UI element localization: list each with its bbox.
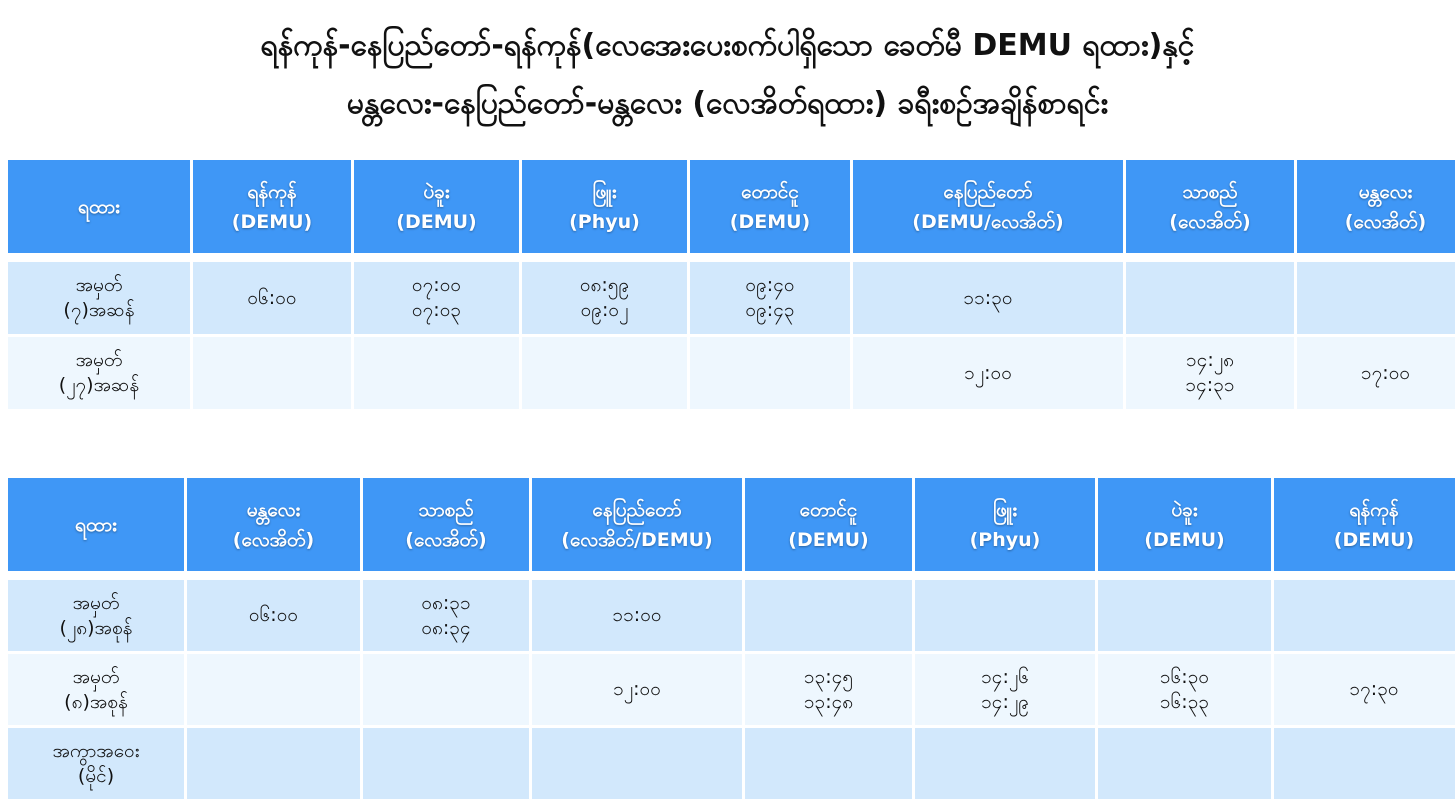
page-title-line-2: မန္တလေး-နေပြည်တော်-မန္တလေး (လေအိတ်ရထား) … [346,86,1109,121]
time-cell [1274,577,1455,651]
train-type: (လေအိတ်) [232,528,315,551]
header-station: ဖြူး (Phyu) [915,478,1095,574]
time-cell: ၁၆:၃၀ ၁၆:၃၃ [1098,654,1271,725]
train-type: (DEMU) [729,210,811,233]
station-name: ဖြူး [592,180,617,203]
train-type: (DEMU) [1144,528,1225,551]
time-cell: ၀၉:၄၀ ၀၉:၄၃ [690,259,850,334]
station-name: ရန်ကုန် [247,180,297,203]
table-row: အမှတ် (၈)အစုန် ၁၂:၀၀ ၁၃:၄၅ ၁၃:၄၈ ၁၄:၂၆ ၁၄:၂… [8,654,1455,725]
header-station: တောင်ငူ (DEMU) [690,160,850,256]
time-cell [187,728,360,799]
time-cell [187,654,360,725]
header-station: ပဲခူး (DEMU) [1098,478,1271,574]
time-cell: ၁၄:၂၆ ၁၄:၂၉ [915,654,1095,725]
time-cell [363,654,529,725]
header-station: နေပြည်တော် (လေအိတ်/DEMU) [532,478,742,574]
header-station: ဖြူး (Phyu) [522,160,687,256]
time-cell: ၀၇:၀၀ ၀၇:၀၃ [354,259,519,334]
train-label: အမှတ် (၂၇)အဆန် [8,337,190,409]
station-name: မန္တလေး [246,498,301,521]
station-name: ဖြူး [992,498,1018,521]
time-cell [1297,259,1455,334]
station-name: တောင်ငူ [741,180,799,203]
header-train: ရထား [8,478,184,574]
train-type: (DEMU) [1333,528,1415,551]
time-cell: ၁၁:၃၀ [853,259,1123,334]
time-cell: ၁၂:၀၀ [853,337,1123,409]
train-label: အကွာအဝေး (မိုင်) [8,728,184,799]
header-station: ရန်ကုန် (DEMU) [193,160,351,256]
header-station: သာစည် (လေအိတ်) [1126,160,1294,256]
header-station: နေပြည်တော် (DEMU/လေအိတ်) [853,160,1123,256]
timetable-upbound: ရထား ရန်ကုန် (DEMU) ပဲခူး (DEMU) ဖြူး (Phyu) တေ… [5,157,1455,412]
time-cell [1126,259,1294,334]
time-cell [363,728,529,799]
table-row: အမှတ် (၂၈)အစုန် ၀၆:၀၀ ၀၈:၃၁ ၀၈:၃၄ ၁၁:၀၀ [8,577,1455,651]
header-station: ရန်ကုန် (DEMU) [1274,478,1455,574]
train-label: အမှတ် (၂၈)အစုန် [8,577,184,651]
time-cell: ၁၄:၂၈ ၁၄:၃၁ [1126,337,1294,409]
time-cell: ၀၈:၃၁ ၀၈:၃၄ [363,577,529,651]
train-type: (DEMU) [231,210,313,233]
timetable-downbound: ရထား မန္တလေး (လေအိတ်) သာစည် (လေအိတ်) နေပြည်တေ… [5,475,1455,802]
station-name: ရန်ကုန် [1349,498,1399,521]
train-type: (Phyu) [969,528,1041,551]
time-cell [532,728,742,799]
time-cell [1098,577,1271,651]
time-cell [745,577,912,651]
train-label: အမှတ် (၇)အဆန် [8,259,190,334]
table-row: အကွာအဝေး (မိုင်) [8,728,1455,799]
table-row: အမှတ် (၇)အဆန် ၀၆:၀၀ ၀၇:၀၀ ၀၇:၀၃ ၀၈:၅၉ ၀၉:၀၂… [8,259,1455,334]
station-name: ရထား [75,513,117,536]
time-cell [915,728,1095,799]
time-cell [354,337,519,409]
train-type: (လေအိတ်) [1169,210,1251,233]
time-cell: ၁၇:၀၀ [1297,337,1455,409]
station-name: သာစည် [1182,180,1238,203]
station-name: မန္တလေး [1358,180,1413,203]
time-cell [522,337,687,409]
time-cell [915,577,1095,651]
train-type: (DEMU/လေအိတ်) [912,210,1064,233]
station-name: သာစည် [418,498,474,521]
time-cell: ၁၃:၄၅ ၁၃:၄၈ [745,654,912,725]
train-type: (DEMU) [788,528,869,551]
time-cell: ၀၆:၀၀ [187,577,360,651]
time-cell: ၁၂:၀၀ [532,654,742,725]
header-row: ရထား ရန်ကုန် (DEMU) ပဲခူး (DEMU) ဖြူး (Phyu) တေ… [8,160,1455,256]
header-station: တောင်ငူ (DEMU) [745,478,912,574]
time-cell [1098,728,1271,799]
station-name: ပဲခူး [1171,498,1198,521]
time-cell: ၁၇:၃၀ [1274,654,1455,725]
train-type: (လေအိတ်) [405,528,487,551]
time-cell: ၁၁:၀၀ [532,577,742,651]
header-row: ရထား မန္တလေး (လေအိတ်) သာစည် (လေအိတ်) နေပြည်တေ… [8,478,1455,574]
time-cell: ၀၆:၀၀ [193,259,351,334]
train-label: အမှတ် (၈)အစုန် [8,654,184,725]
train-type: (လေအိတ်) [1344,210,1427,233]
train-type: (DEMU) [396,210,477,233]
train-type: (လေအိတ်/DEMU) [561,528,713,551]
page-title-line-1: ရန်ကုန်-နေပြည်တော်-ရန်ကုန်(လေအေးပေးစက်ပါ… [260,28,1195,63]
time-cell [193,337,351,409]
station-name: တောင်ငူ [799,498,858,521]
station-name: ရထား [78,195,120,218]
table-row: အမှတ် (၂၇)အဆန် ၁၂:၀၀ ၁၄:၂၈ ၁၄:၃၁ ၁၇:၀၀ [8,337,1455,409]
time-cell [690,337,850,409]
header-station: မန္တလေး (လေအိတ်) [1297,160,1455,256]
header-station: သာစည် (လေအိတ်) [363,478,529,574]
time-cell [745,728,912,799]
time-cell [1274,728,1455,799]
header-station: မန္တလေး (လေအိတ်) [187,478,360,574]
train-type: (Phyu) [569,210,640,233]
header-train: ရထား [8,160,190,256]
station-name: ပဲခူး [423,180,450,203]
header-station: ပဲခူး (DEMU) [354,160,519,256]
station-name: နေပြည်တော် [943,180,1033,203]
time-cell: ၀၈:၅၉ ၀၉:၀၂ [522,259,687,334]
station-name: နေပြည်တော် [592,498,682,521]
